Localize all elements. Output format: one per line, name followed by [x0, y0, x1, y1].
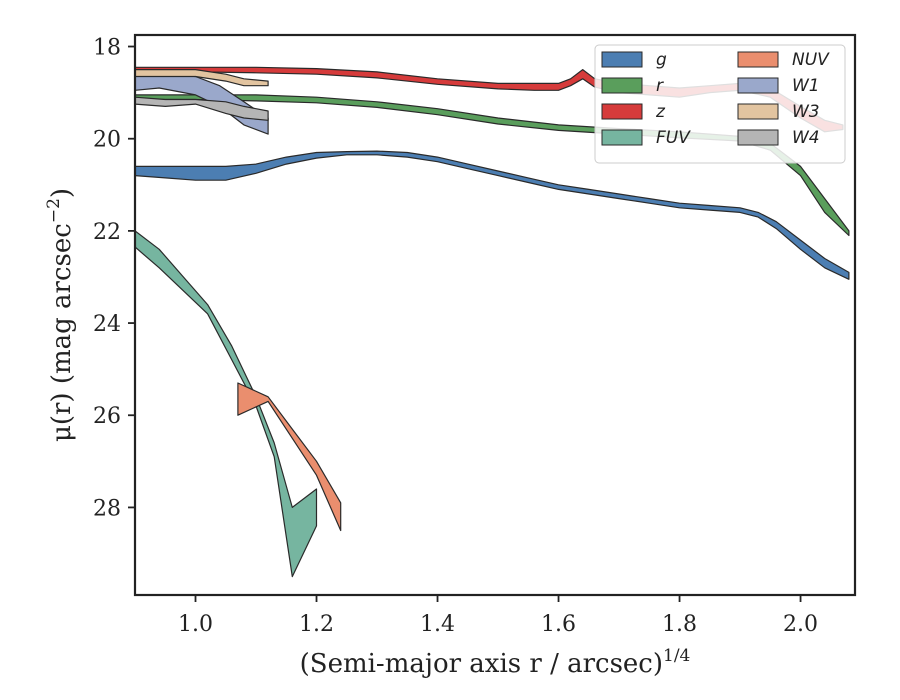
x-axis-ticks: 1.0 1.2 1.4 1.6 1.8 2.0: [178, 595, 818, 637]
legend-label-w1: W1: [792, 76, 820, 96]
legend-label-z: z: [655, 102, 666, 122]
legend-label-r: r: [656, 76, 664, 96]
y-tick-label: 18: [93, 36, 121, 61]
band-r: [135, 94, 850, 237]
profile-bands: [135, 66, 850, 578]
band-g: [135, 150, 850, 280]
y-tick-label: 28: [93, 496, 121, 521]
legend-swatch-g: [601, 51, 643, 68]
y-tick-label: 26: [93, 404, 121, 429]
y-axis-ticks: 18 20 22 24 26 28: [93, 36, 135, 521]
legend-box: [594, 44, 846, 164]
legend-swatch-w4: [737, 129, 779, 146]
band-fuv: [135, 230, 318, 578]
x-tick-label: 1.4: [420, 612, 455, 637]
legend-label-fuv: FUV: [656, 128, 691, 148]
x-tick-label: 1.6: [541, 612, 576, 637]
x-tick-label: 1.2: [299, 612, 334, 637]
x-tick-label: 1.0: [178, 612, 213, 637]
legend-label-w4: W4: [792, 128, 820, 148]
legend-swatch-w3: [737, 103, 779, 120]
legend-label-nuv: NUV: [792, 50, 830, 70]
legend-swatch-nuv: [737, 51, 779, 68]
y-axis-label: μ(r) (mag arcsec−2): [44, 188, 77, 442]
y-tick-label: 20: [93, 128, 121, 153]
legend-swatch-r: [601, 77, 643, 94]
legend-swatch-z: [601, 103, 643, 120]
band-nuv: [237, 382, 342, 532]
legend-label-w3: W3: [792, 102, 820, 122]
y-tick-label: 22: [93, 220, 121, 245]
plot-frame: [133, 33, 857, 597]
legend-swatch-w1: [737, 77, 779, 94]
legend: grz FUV NUV W1 W3 W4: [594, 44, 846, 164]
legend-label-g: g: [656, 50, 667, 70]
band-w4: [135, 96, 269, 121]
y-tick-label: 24: [93, 312, 121, 337]
x-tick-label: 1.8: [662, 612, 697, 637]
band-w3: [135, 68, 269, 87]
x-axis-label: (Semi-major axis r / arcsec)1/4: [300, 646, 691, 679]
x-tick-label: 2.0: [783, 612, 818, 637]
legend-swatch-fuv: [601, 129, 643, 146]
